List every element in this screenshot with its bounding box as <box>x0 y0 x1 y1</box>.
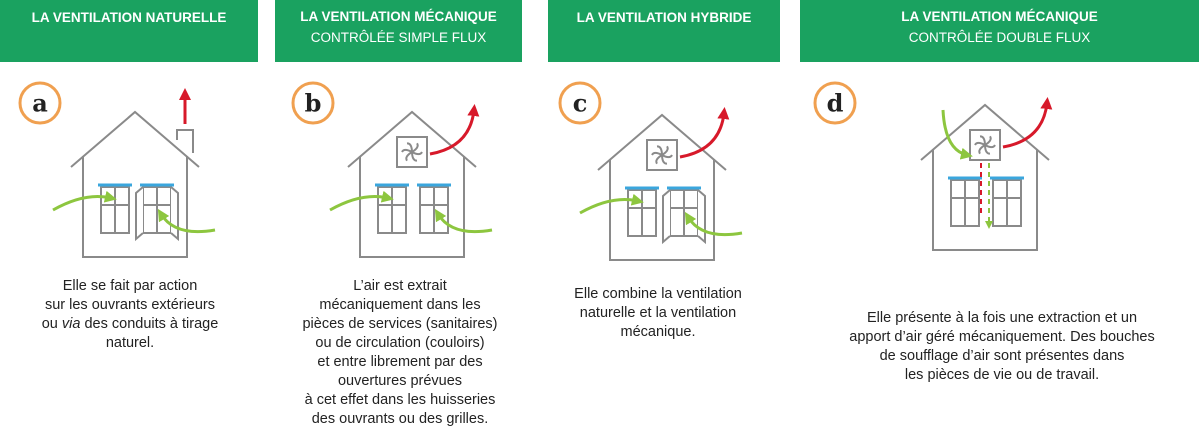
description-line: ou de circulation (couloirs) <box>315 335 484 351</box>
description-line: Elle présente à la fois une extraction e… <box>867 310 1137 326</box>
description-line: sur les ouvrants extérieurs <box>45 297 215 313</box>
header-title: LA VENTILATION MÉCANIQUE <box>300 9 497 24</box>
description-line: ou via des conduits à tirage <box>42 316 219 332</box>
infographic: LA VENTILATION NATURELLE a Elle se fait pa… <box>0 0 1199 445</box>
open-shutter <box>171 187 178 239</box>
open-shutter <box>136 187 143 239</box>
header-subtitle: CONTRÔLÉE DOUBLE FLUX <box>909 30 1091 45</box>
description-line: naturel. <box>106 335 154 351</box>
description-line: mécaniquement dans les <box>319 297 480 313</box>
description-text: des conduits à tirage <box>84 316 218 332</box>
intake-arrow <box>943 110 967 155</box>
description-line: L’air est extrait <box>353 278 447 294</box>
description-line: ouvertures prévues <box>338 373 462 389</box>
description-line: de soufflage d’air sont présentes dans <box>880 348 1125 364</box>
description-line: les pièces de vie ou de travail. <box>905 367 1099 383</box>
header-title: LA VENTILATION NATURELLE <box>32 10 227 25</box>
letter: a <box>32 89 48 118</box>
description-text: ou <box>42 316 58 332</box>
open-shutter <box>663 190 670 242</box>
description-line: à cet effet dans les huisseries <box>305 392 496 408</box>
description-line: pièces de services (sanitaires) <box>302 316 497 332</box>
header-title: LA VENTILATION HYBRIDE <box>577 10 752 25</box>
description-line: Elle se fait par action <box>63 278 198 294</box>
description-emphasis: via <box>62 316 81 332</box>
description-line: mécanique. <box>621 324 696 340</box>
header-subtitle: CONTRÔLÉE SIMPLE FLUX <box>311 30 487 45</box>
description-line: des ouvrants ou des grilles. <box>312 411 489 427</box>
description-line: naturelle et la ventilation <box>580 305 736 321</box>
open-shutter <box>698 190 705 242</box>
letter: c <box>573 89 588 118</box>
letter: d <box>827 89 844 118</box>
description-line: Elle combine la ventilation <box>574 286 742 302</box>
description-line: apport d’air géré mécaniquement. Des bou… <box>849 329 1154 345</box>
description-line: et entre librement par des <box>317 354 482 370</box>
letter: b <box>305 89 322 118</box>
header-title: LA VENTILATION MÉCANIQUE <box>901 9 1098 24</box>
